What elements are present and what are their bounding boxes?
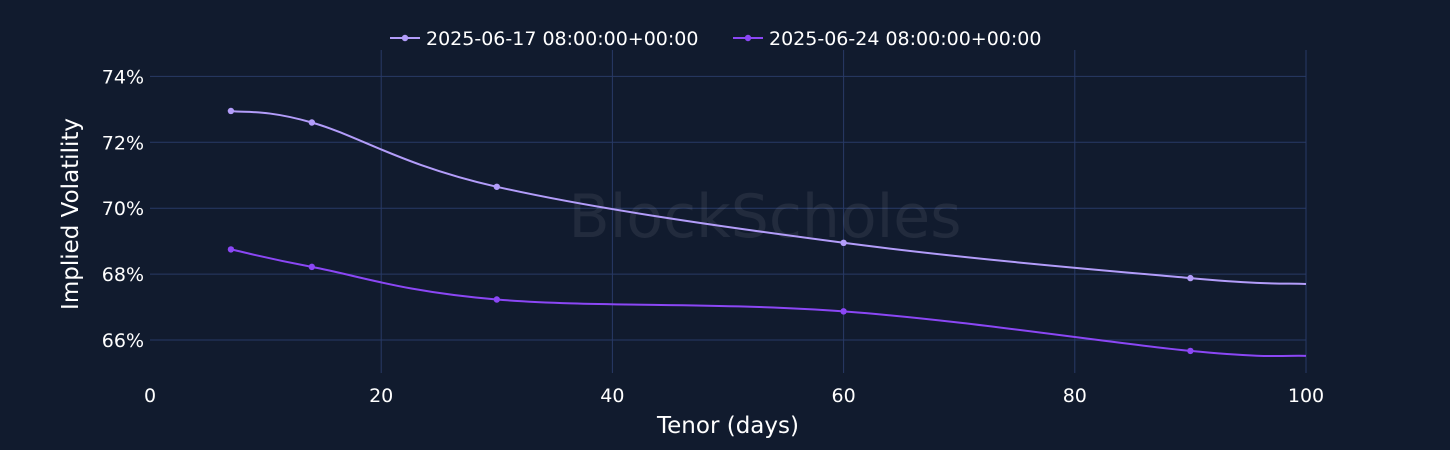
legend-swatch-marker (744, 34, 752, 42)
y-tick-label: 66% (102, 330, 144, 352)
y-tick-label: 74% (102, 66, 144, 88)
x-axis-title: Tenor (days) (656, 413, 799, 439)
y-axis-title: Implied Volatility (58, 118, 84, 310)
x-axis-ticks: 0 20 40 60 80 100 (144, 385, 1324, 407)
series-2-point (840, 308, 847, 315)
legend-label: 2025-06-24 08:00:00+00:00 (769, 28, 1041, 50)
y-tick-label: 68% (102, 264, 144, 286)
y-tick-label: 72% (102, 132, 144, 154)
series-1-point (840, 239, 847, 247)
series-layer (227, 107, 1307, 358)
series-2-point (1187, 347, 1194, 355)
series-2-point (227, 246, 235, 253)
y-axis-ticks: 66% 68% 70% 72% 74% (102, 66, 144, 352)
series-1-point (227, 107, 235, 115)
x-tick-label: 100 (1288, 385, 1324, 407)
series-2-point (308, 263, 316, 271)
legend-swatch-marker (401, 34, 409, 42)
series-1-point (493, 183, 500, 190)
legend-item-2[interactable]: 2025-06-24 08:00:00+00:00 (733, 28, 1041, 50)
series-1-point (1187, 274, 1194, 282)
legend-label: 2025-06-17 08:00:00+00:00 (426, 28, 698, 50)
x-tick-label: 20 (369, 385, 393, 407)
x-tick-label: 60 (832, 385, 856, 407)
x-tick-label: 80 (1063, 385, 1087, 407)
watermark: BlockScholes (569, 182, 962, 252)
series-1-point (308, 119, 316, 126)
series-2-point (493, 296, 500, 303)
y-tick-label: 70% (102, 198, 144, 220)
legend: 2025-06-17 08:00:00+00:00 2025-06-24 08:0… (390, 28, 1041, 50)
x-tick-label: 0 (144, 385, 156, 407)
legend-item-1[interactable]: 2025-06-17 08:00:00+00:00 (390, 28, 698, 50)
x-tick-label: 40 (600, 385, 624, 407)
